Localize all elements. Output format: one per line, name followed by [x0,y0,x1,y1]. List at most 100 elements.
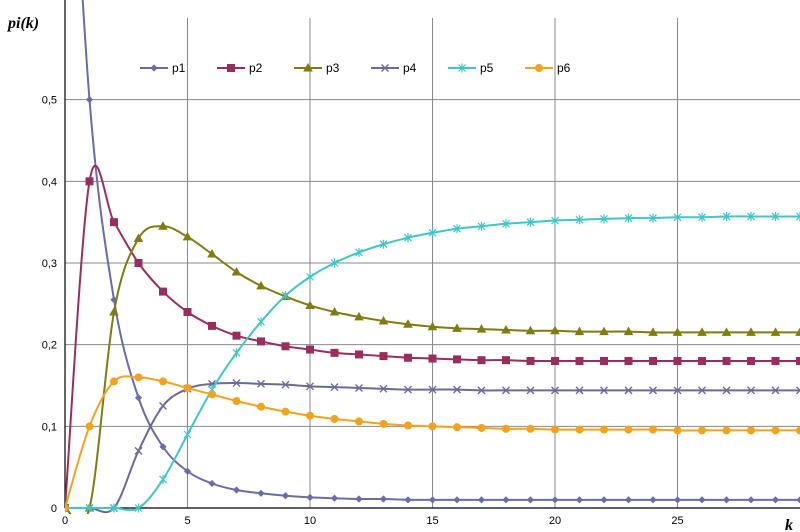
y-tick-label: 0,3 [42,258,57,270]
data-point [135,394,142,401]
data-point [61,504,69,512]
x-tick-label: 20 [549,515,561,527]
data-point [233,397,241,405]
data-point [723,426,731,434]
data-point [233,486,240,493]
data-point [453,496,460,503]
data-point [698,357,706,365]
grid [65,18,800,508]
y-tick-label: 0,5 [42,95,57,107]
data-point [723,357,731,365]
data-point [747,496,754,503]
legend-marker [227,64,235,72]
data-point [207,249,217,258]
data-point [649,426,657,434]
data-point [600,357,608,365]
data-point [86,177,94,185]
data-point [429,422,437,430]
series-p4 [62,380,800,513]
x-axis-label: k [785,517,793,532]
legend-label: p6 [557,61,571,75]
series-p6 [61,373,800,512]
legend-item-p4: p4 [371,61,417,75]
data-point [257,403,265,411]
data-point [355,350,363,358]
data-point [674,357,682,365]
data-point [429,355,437,363]
data-point [282,492,289,499]
data-point [86,422,94,430]
data-point [723,496,730,503]
data-point [184,308,192,316]
legend-label: p2 [249,61,263,75]
y-tick-label: 0,2 [42,340,57,352]
data-point [331,495,338,502]
data-point [257,490,264,497]
legend-label: p5 [480,61,494,75]
data-point [649,357,657,365]
data-point [772,357,780,365]
data-point [576,426,584,434]
data-point [576,357,584,365]
legend-item-p2: p2 [217,61,263,75]
y-axis-label: pi(k) [6,15,39,32]
data-point [551,496,558,503]
x-tick-label: 0 [62,515,68,527]
legend-marker [535,64,543,72]
data-point [380,495,387,502]
legend-marker [150,64,157,71]
data-point [257,337,265,345]
data-point [600,496,607,503]
data-point [649,496,656,503]
series-p3 [60,221,800,522]
data-point [747,426,755,434]
data-point [109,307,119,316]
data-point [772,426,780,434]
data-point [796,426,800,434]
legend: p1 p2 p3 p4 p5 p6 [140,61,571,75]
data-point [160,402,167,409]
data-point [625,496,632,503]
data-point [355,417,363,425]
data-point [674,496,681,503]
data-point [159,288,167,296]
data-point [135,373,143,381]
data-point [159,377,167,385]
data-point [331,415,339,423]
data-point [404,496,411,503]
data-point [625,426,633,434]
data-point [551,426,559,434]
data-point [306,494,313,501]
data-point [478,424,486,432]
data-point [600,426,608,434]
data-point [502,425,510,433]
data-point [674,426,682,434]
data-point [135,447,142,454]
data-point [698,426,706,434]
data-point [429,496,436,503]
data-point [86,96,93,103]
data-point [282,342,290,350]
x-tick-label: 25 [671,515,683,527]
data-point [135,259,143,267]
data-point [306,346,314,354]
data-point [625,357,633,365]
legend-label: p1 [172,61,186,75]
x-tick-label: 10 [304,515,316,527]
data-point [110,377,118,385]
legend-label: p4 [403,61,417,75]
data-point [233,332,241,340]
data-point [404,354,412,362]
data-point [233,348,240,357]
data-point [404,422,412,430]
legend-label: p3 [326,61,340,75]
data-point [183,232,193,241]
data-point [453,423,461,431]
data-point [184,430,191,439]
data-point [355,495,362,502]
series-layer [60,0,800,523]
data-point [796,496,800,503]
data-point [184,384,192,392]
data-point [160,475,167,484]
